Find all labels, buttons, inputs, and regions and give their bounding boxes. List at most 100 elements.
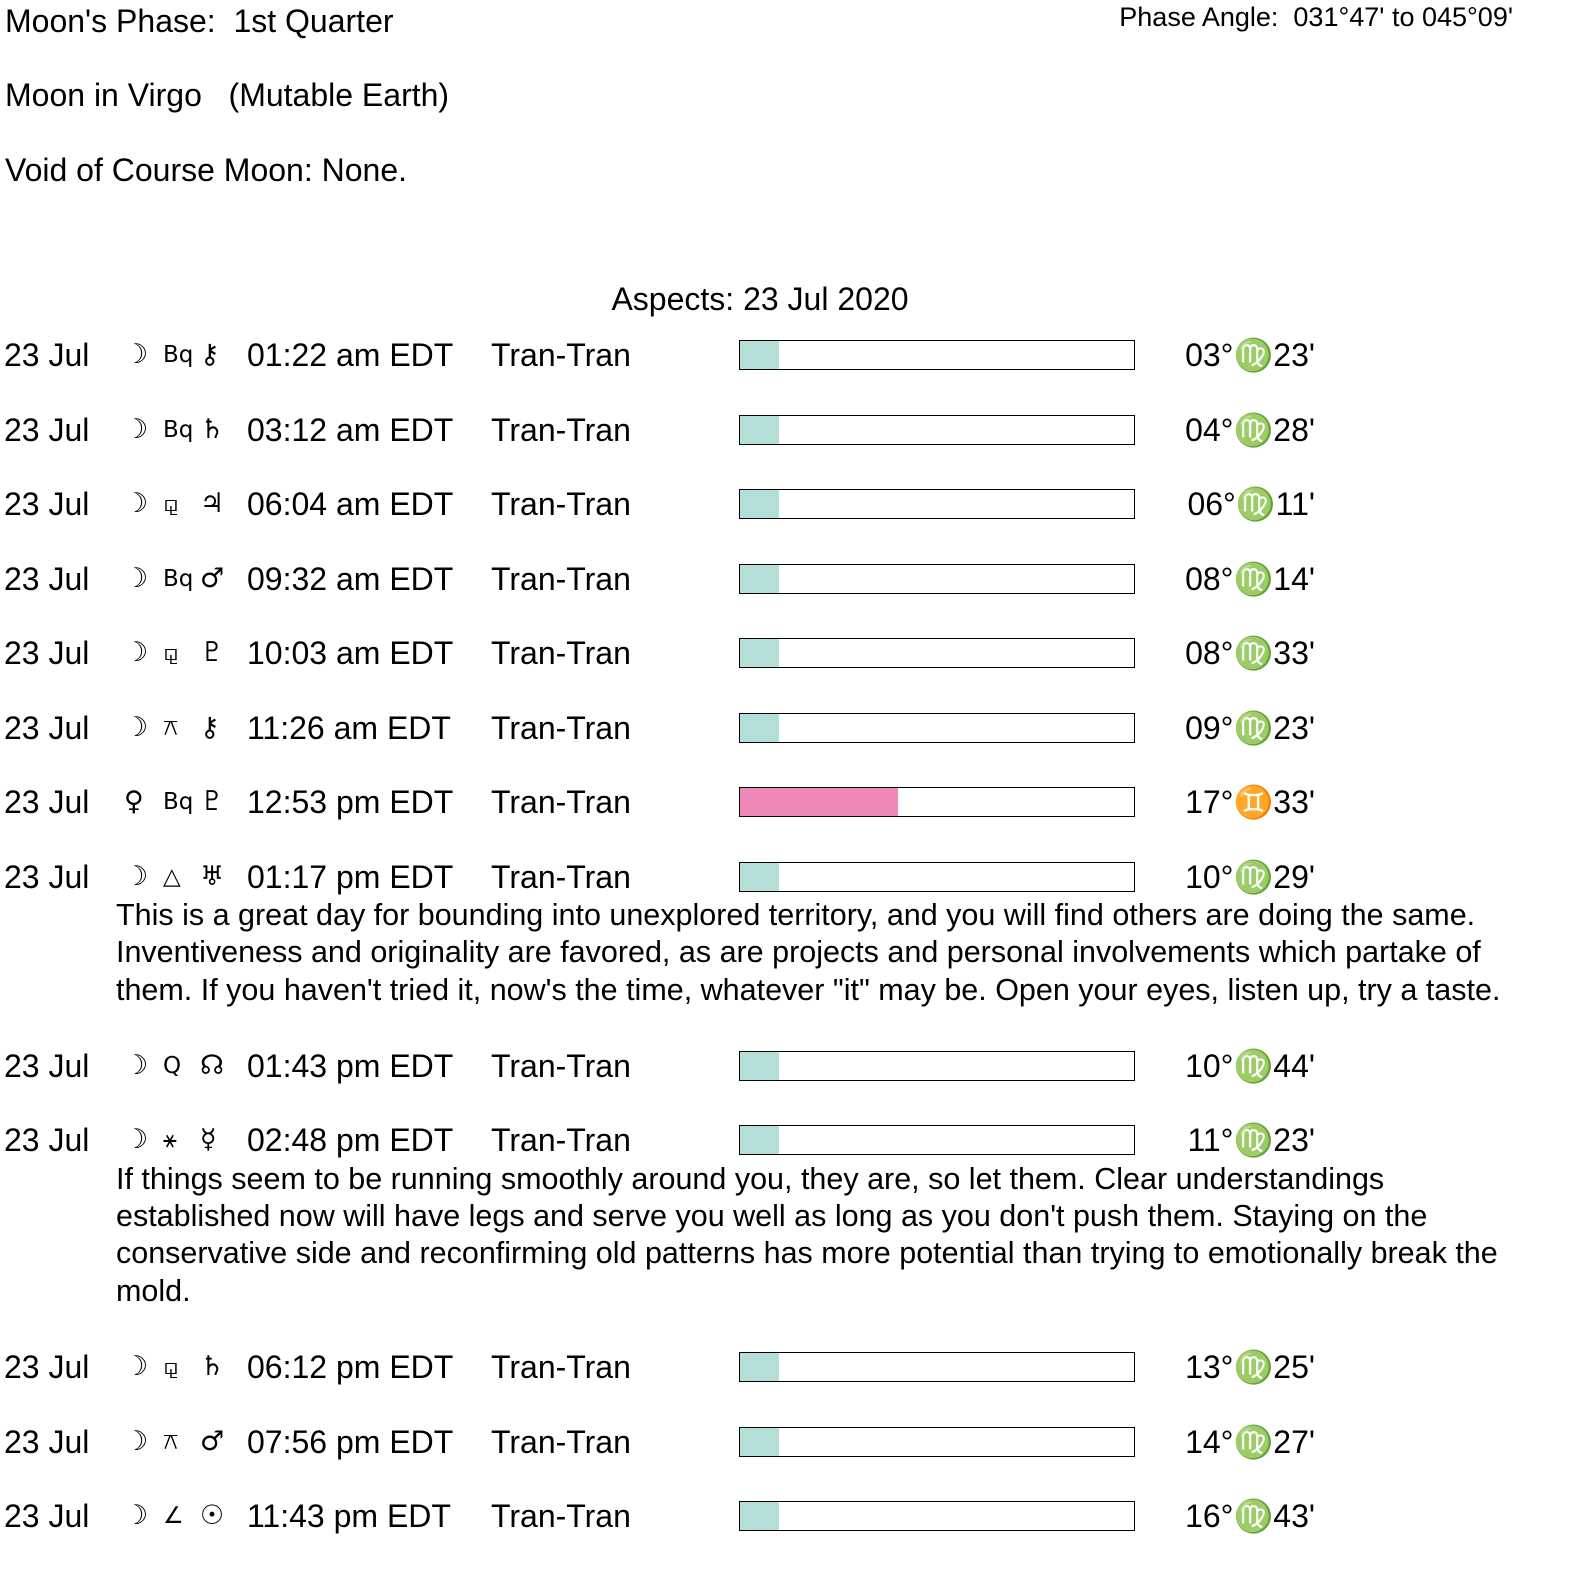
date-label: 23 Jul [4,1349,90,1386]
planet1-glyph-icon: ☽ [124,1425,149,1457]
planet2-glyph-icon: ⚷ [200,711,220,743]
strength-bar-fill [740,490,780,518]
planet2-glyph-icon: ♇ [200,637,225,668]
strength-bar-fill [740,713,780,742]
date-label: 23 Jul [4,1423,90,1460]
time-label: 06:12 pm EDT [247,1349,454,1386]
planet2-glyph-icon: ♃ [200,488,225,519]
time-label: 07:56 pm EDT [247,1423,454,1460]
strength-bar [739,563,1135,594]
time-label: 12:53 pm EDT [247,784,454,820]
planet2-glyph-icon: ♄ [200,1351,225,1383]
strength-bar-fill [740,415,780,444]
time-label: 01:43 pm EDT [247,1047,454,1084]
position-label: 06°♍11' [1187,486,1315,522]
planet2-glyph-icon: ☉ [200,1500,225,1532]
strength-bar-fill [740,639,780,667]
time-label: 01:22 am EDT [247,337,454,373]
date-label: 23 Jul [4,1122,90,1159]
aspect-list: 23 Jul ☽ Bq ⚷ 01:22 am EDT Tran-Tran 03°♍23' 23… [0,318,1583,1554]
aspect-glyph-icon: Bq [163,342,194,368]
aspect-glyph-icon: △ [163,863,181,890]
position-label: 13°♍25' [1185,1349,1315,1386]
aspect-description: If things seem to be running smoothly ar… [116,1161,1498,1308]
date-label: 23 Jul [4,635,90,671]
planet1-glyph-icon: ☽ [124,339,149,370]
planet2-glyph-icon: ♄ [200,413,225,445]
planet2-glyph-icon: ⚷ [200,339,220,370]
planet1-glyph-icon: ☽ [124,1500,149,1532]
position-label: 08°♍33' [1185,635,1315,671]
time-label: 02:48 pm EDT [247,1122,454,1159]
position-label: 16°♍43' [1185,1498,1315,1535]
strength-bar-fill [740,341,780,369]
position-label: 11°♍23' [1187,1122,1315,1159]
strength-bar [739,638,1135,668]
aspect-glyph-icon: ⚼ [163,491,179,517]
moon-sign: Moon in Virgo (Mutable Earth) [5,77,450,113]
strength-bar [739,414,1135,445]
strength-bar-fill [740,1502,780,1531]
position-label: 14°♍27' [1185,1423,1315,1460]
aspect-type-label: Tran-Tran [491,1498,631,1535]
aspect-glyph-icon: Q [163,1052,182,1079]
planet2-glyph-icon: ☊ [200,1049,224,1081]
planet2-glyph-icon: ☿ [200,1124,217,1156]
planet1-glyph-icon: ☽ [124,637,149,668]
aspect-row: 23 Jul ☽ ⚼ ♇ 10:03 am EDT Tran-Tran 08°♍33' [0,616,1583,691]
strength-bar [739,340,1135,370]
aspect-type-label: Tran-Tran [491,1122,631,1159]
position-label: 09°♍23' [1185,709,1315,746]
date-label: 23 Jul [4,486,90,522]
planet1-glyph-icon: ☽ [124,1124,149,1156]
aspect-glyph-icon: Bq [163,565,194,592]
aspect-row: 23 Jul ☽ △ ♅ 01:17 pm EDT Tran-Tran 10°♍29' [0,840,1583,915]
planet2-glyph-icon: ♇ [200,786,225,817]
planet1-glyph-icon: ☽ [124,1049,149,1081]
strength-bar [739,489,1135,519]
time-label: 10:03 am EDT [247,635,454,671]
strength-bar-fill [740,1051,780,1080]
planet1-glyph-icon: ☽ [124,562,149,594]
aspect-type-label: Tran-Tran [491,337,631,373]
aspect-description: This is a great day for bounding into un… [116,898,1501,1007]
aspect-row: 23 Jul ☽ ∠ ☉ 11:43 pm EDT Tran-Tran 16°♍43' [0,1479,1583,1554]
position-label: 10°♍44' [1185,1047,1315,1084]
aspect-type-label: Tran-Tran [491,784,631,820]
aspect-row: 23 Jul ☽ ⚻ ♂ 07:56 pm EDT Tran-Tran 14°♍27' [0,1405,1583,1480]
aspect-row: 23 Jul ☽ Bq ♄ 03:12 am EDT Tran-Tran 04°♍28' [0,393,1583,468]
date-label: 23 Jul [4,784,90,820]
aspect-type-label: Tran-Tran [491,858,631,895]
strength-bar-fill [740,564,780,593]
aspect-row: 23 Jul ☽ ⚹ ☿ 02:48 pm EDT Tran-Tran 11°♍23' [0,1103,1583,1178]
strength-bar-fill [740,1126,780,1155]
aspect-glyph-icon: Bq [163,789,194,815]
time-label: 09:32 am EDT [247,560,454,597]
planet1-glyph-icon: ☽ [124,1351,149,1383]
aspect-row: 23 Jul ☽ ⚼ ♃ 06:04 am EDT Tran-Tran 06°♍11' [0,467,1583,542]
aspect-glyph-icon: ∠ [163,1503,184,1530]
time-label: 01:17 pm EDT [247,858,454,895]
strength-bar-fill [740,862,780,891]
date-label: 23 Jul [4,1047,90,1084]
date-label: 23 Jul [4,411,90,448]
aspect-row: 23 Jul ☽ Bq ♂ 09:32 am EDT Tran-Tran 08°♍14' [0,542,1583,617]
aspect-row: 23 Jul ☽ ⚻ ⚷ 11:26 am EDT Tran-Tran 09°♍23' [0,691,1583,766]
strength-bar [739,1125,1135,1156]
strength-bar [739,1426,1135,1457]
strength-bar [739,787,1135,817]
aspects-title: Aspects: 23 Jul 2020 [611,281,909,317]
aspect-glyph-icon: ⚼ [163,640,179,666]
date-label: 23 Jul [4,337,90,373]
position-label: 08°♍14' [1185,560,1315,597]
time-label: 06:04 am EDT [247,486,454,522]
aspect-type-label: Tran-Tran [491,709,631,746]
aspect-type-label: Tran-Tran [491,411,631,448]
strength-bar [739,1352,1135,1383]
aspect-type-label: Tran-Tran [491,560,631,597]
time-label: 11:43 pm EDT [247,1498,451,1535]
strength-bar-fill [740,788,898,816]
aspect-type-label: Tran-Tran [491,1047,631,1084]
planet2-glyph-icon: ♅ [200,860,225,892]
moon-phase: Moon's Phase: 1st Quarter [5,3,394,39]
